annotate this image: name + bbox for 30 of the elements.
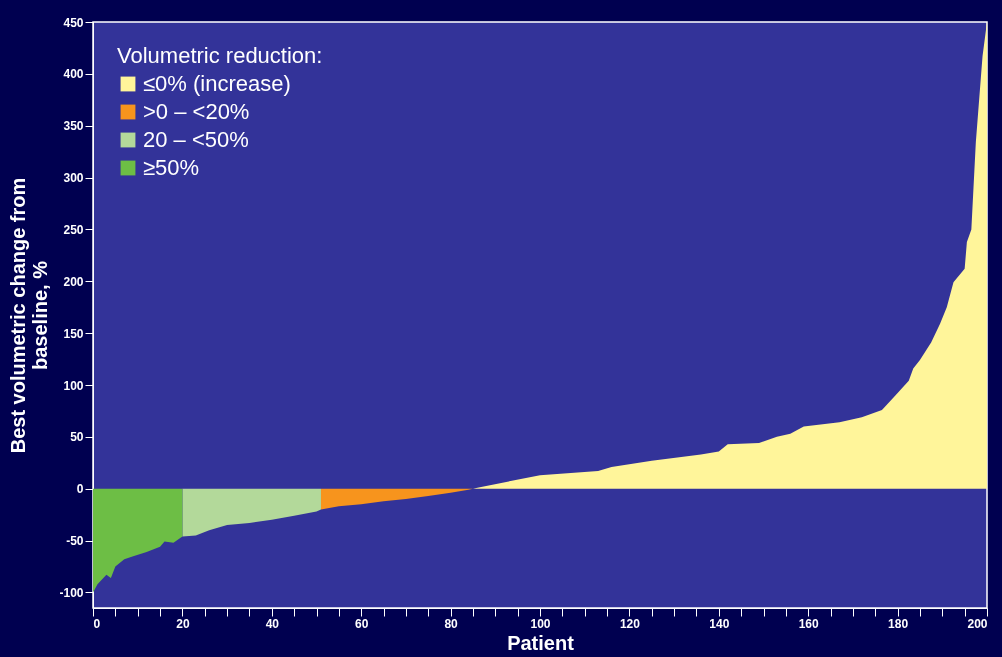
- y-tick-label: 400: [63, 67, 84, 82]
- y-tick-label: 250: [63, 222, 84, 237]
- x-tick-label: 60: [355, 616, 369, 631]
- legend-label: ≤0% (increase): [143, 71, 291, 96]
- x-tick-label: 80: [444, 616, 459, 631]
- x-tick-label: 180: [888, 616, 909, 631]
- x-tick-label: 100: [530, 616, 551, 631]
- legend-label: >0 – <20%: [143, 99, 250, 124]
- x-tick-label: 200: [967, 616, 988, 631]
- y-axis-title: Best volumetric change from baseline, %: [7, 177, 52, 454]
- y-tick-label: 450: [63, 15, 84, 30]
- legend-label: 20 – <50%: [143, 127, 249, 152]
- y-tick-label: -50: [66, 534, 84, 549]
- x-tick-label: 120: [619, 616, 641, 631]
- x-axis-title: Patient: [507, 631, 575, 654]
- x-tick-label: 140: [709, 616, 730, 631]
- y-tick-label: 150: [63, 326, 84, 341]
- y-tick-label: 200: [63, 274, 84, 289]
- legend-label: ≥50%: [143, 155, 200, 180]
- x-tick-label: 20: [176, 616, 190, 631]
- x-tick-label: 0: [93, 616, 101, 631]
- y-tick-label: 100: [63, 378, 84, 393]
- x-tick-label: 160: [798, 616, 820, 631]
- x-tick-label: 40: [265, 616, 280, 631]
- y-tick-label: -100: [59, 585, 84, 600]
- y-tick-label: 300: [63, 171, 84, 186]
- y-tick-label: 0: [76, 482, 84, 497]
- legend-title: Volumetric reduction:: [117, 43, 323, 68]
- y-tick-label: 50: [70, 430, 84, 445]
- y-tick-label: 350: [63, 119, 84, 134]
